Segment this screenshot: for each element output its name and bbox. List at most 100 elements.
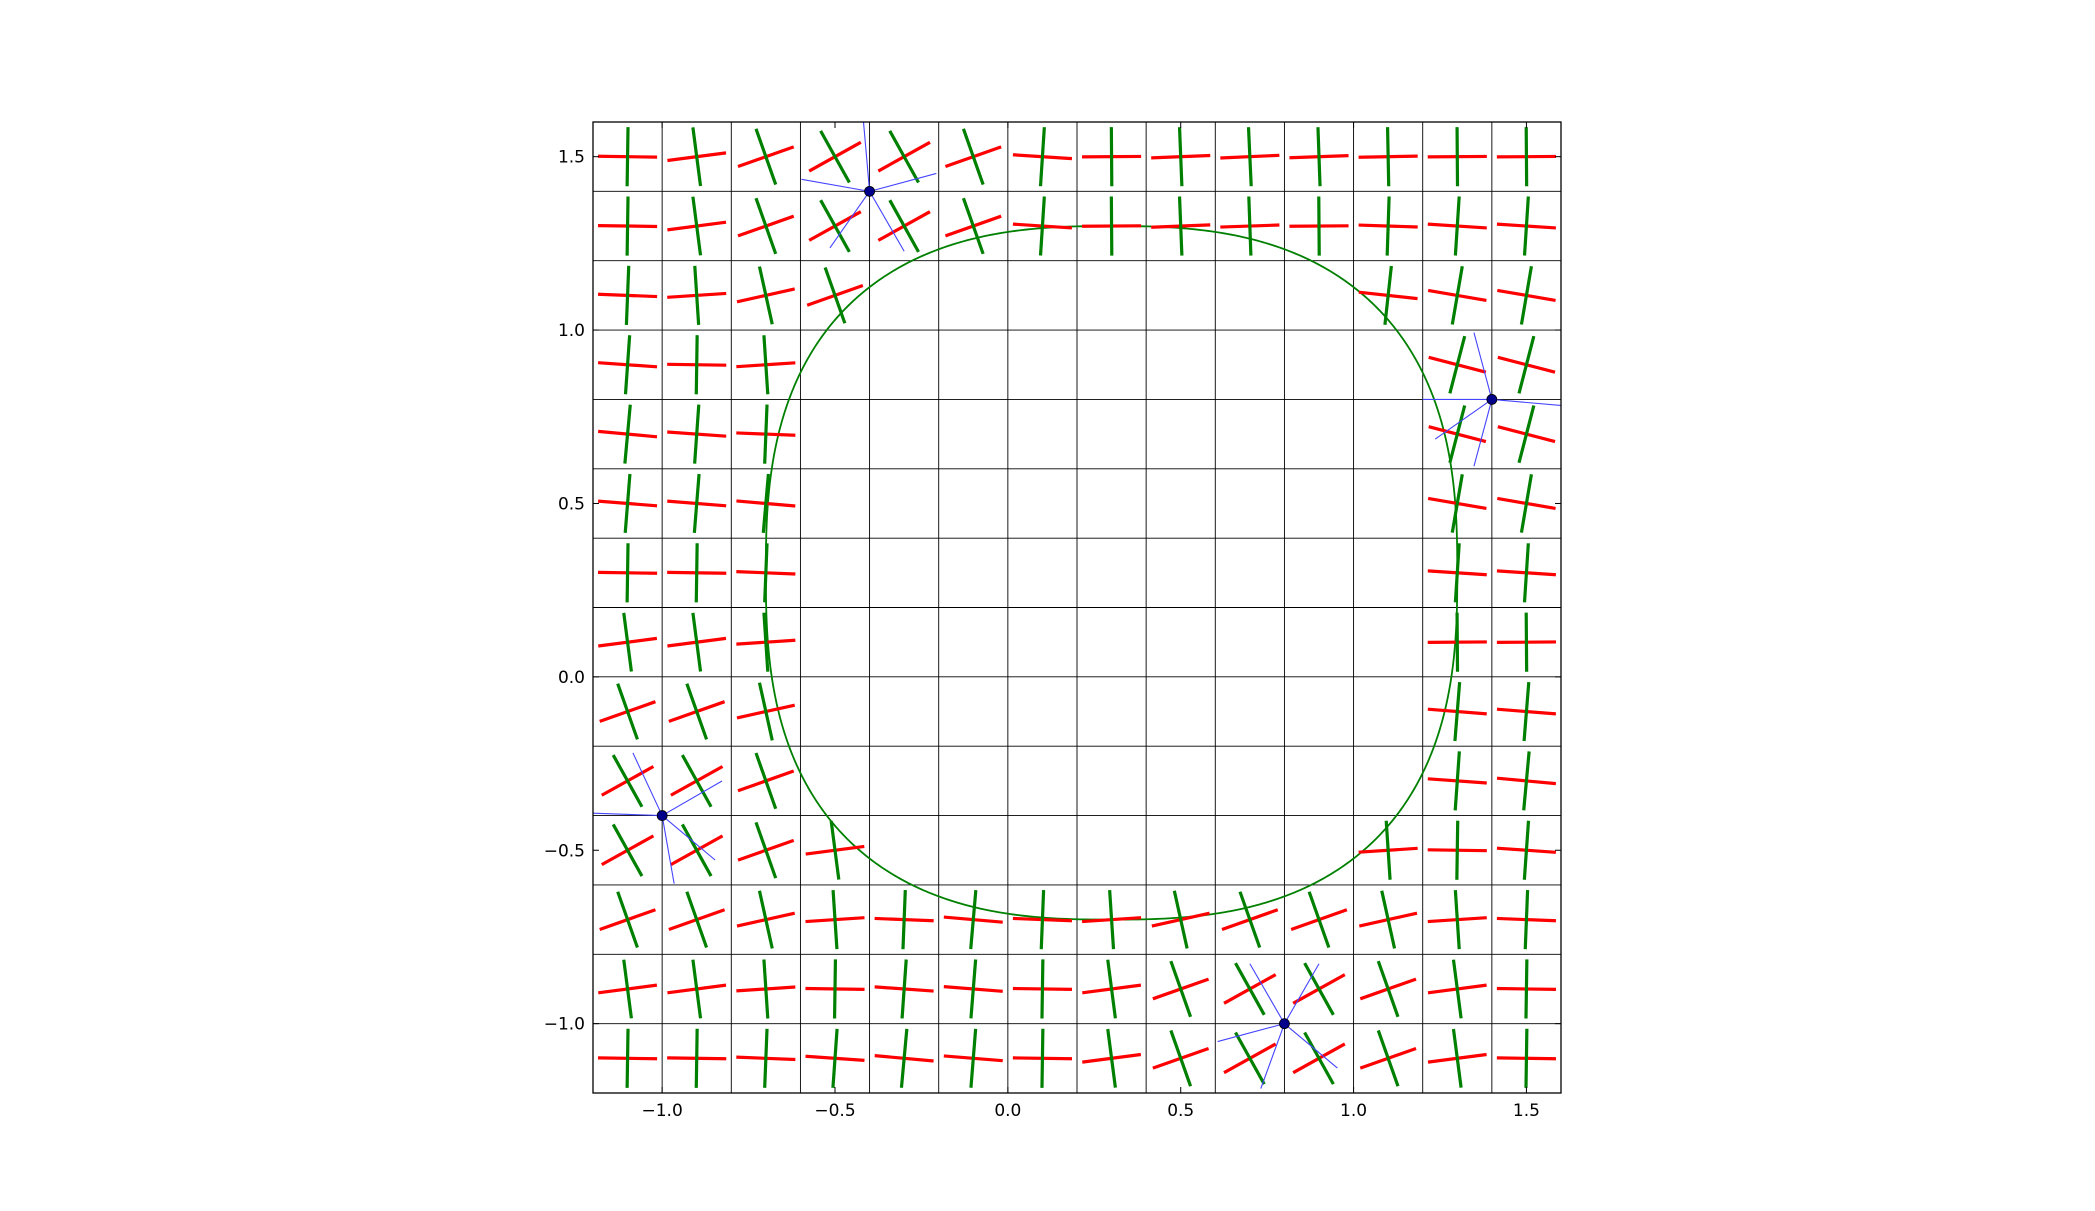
cross-mark (667, 960, 726, 1019)
cross-mark (667, 474, 726, 533)
cross-mark (1497, 197, 1556, 256)
cross-mark (667, 613, 726, 672)
cross-mark (1224, 1032, 1276, 1084)
cross-mark (1291, 892, 1347, 948)
cross-mark (944, 890, 1003, 949)
cross-mark (1359, 127, 1418, 186)
cross-arm-green (1524, 821, 1528, 880)
cross-mark (671, 824, 723, 876)
cross-mark (738, 198, 794, 254)
cross-arm-green (1309, 892, 1329, 948)
data-point (1487, 394, 1497, 404)
cross-arm-green (682, 755, 711, 807)
cross-mark (878, 131, 930, 183)
cross-mark (598, 127, 657, 186)
cross-arm-green (627, 196, 628, 255)
cross-mark (667, 1029, 726, 1088)
cross-arm-green (963, 129, 983, 185)
cross-mark (667, 197, 726, 256)
cross-mark (945, 198, 1001, 254)
y-tick-label: −1.0 (544, 1015, 585, 1035)
cross-mark (945, 129, 1001, 185)
spoke-line (662, 816, 674, 884)
cross-arm-green (1305, 1032, 1334, 1084)
cross-arm-green (833, 890, 837, 949)
cross-arm-green (963, 198, 983, 254)
cross-mark (598, 474, 657, 533)
cross-mark (1428, 613, 1487, 672)
cross-arm-green (682, 824, 711, 876)
cross-arm-green (890, 131, 919, 183)
cross-mark (738, 129, 794, 185)
cross-mark (671, 755, 723, 807)
cross-arm-green (1110, 890, 1114, 949)
cross-mark (667, 335, 726, 394)
cross-arm-green (1318, 127, 1320, 186)
cross-mark (1359, 196, 1418, 255)
cross-mark (807, 268, 863, 324)
cross-mark (1428, 960, 1487, 1019)
cross-arm-green (1455, 751, 1459, 810)
cross-mark (805, 959, 864, 1018)
cross-mark (1013, 959, 1072, 1018)
cross-arm-green (695, 266, 699, 325)
grid-lines (593, 122, 1561, 1093)
cross-mark (1082, 127, 1141, 186)
cross-arm-green (756, 822, 776, 878)
cross-mark (736, 543, 795, 602)
x-tick-label: 0.5 (1167, 1101, 1194, 1121)
cross-mark (1428, 751, 1487, 810)
cross-mark (736, 405, 795, 464)
cross-mark (1220, 196, 1279, 255)
cross-mark (1151, 197, 1210, 256)
cross-mark (598, 960, 657, 1019)
cross-mark (600, 892, 656, 948)
cross-mark (1153, 1030, 1209, 1086)
cross-arm-green (1525, 890, 1527, 949)
cross-arm-green (1455, 543, 1459, 602)
cross-mark (1497, 127, 1556, 186)
spoke-line (1474, 333, 1492, 400)
cross-mark (809, 131, 861, 183)
cross-mark (1428, 682, 1487, 741)
cross-arm-green (1041, 127, 1045, 186)
cross-arm-green (696, 1029, 697, 1088)
cross-mark (1428, 127, 1487, 186)
cross-mark (1428, 197, 1487, 256)
cross-mark (598, 335, 657, 394)
cross-mark (1497, 959, 1556, 1018)
cross-mark (1497, 890, 1556, 949)
cross-mark (598, 196, 657, 255)
data-point (1279, 1019, 1289, 1029)
cross-arm-green (1249, 127, 1252, 186)
cross-arm-green (1526, 959, 1527, 1018)
cross-mark (875, 1029, 934, 1088)
cross-arm-green (902, 959, 906, 1018)
spoke-line (662, 781, 722, 816)
cross-arm-green (764, 959, 768, 1018)
spoke-line (1284, 964, 1319, 1024)
cross-mark (1497, 543, 1556, 602)
cross-arm-green (687, 892, 707, 948)
spoke-line (870, 173, 937, 191)
y-tick-label: 1.0 (558, 321, 585, 341)
cross-mark (669, 684, 725, 740)
x-tick-label: −1.0 (642, 1101, 683, 1121)
cross-mark (1497, 682, 1556, 741)
cross-mark (1082, 196, 1141, 255)
cross-mark (598, 613, 657, 672)
y-tick-label: 0.0 (558, 668, 585, 688)
cross-arm-green (1249, 196, 1251, 255)
spoke-line (1250, 964, 1285, 1024)
cross-arm-green (613, 824, 642, 876)
cross-arm-green (1526, 1029, 1527, 1088)
cross-arm-green (1525, 543, 1529, 602)
cross-arm-green (835, 959, 836, 1018)
cross-arm-green (618, 684, 638, 740)
cross-arm-green (1042, 959, 1043, 1018)
cross-arm-green (1041, 197, 1045, 256)
cross-arm-green (696, 335, 697, 394)
cross-mark (1498, 405, 1555, 462)
cross-arm-green (627, 1029, 628, 1088)
x-tick-label: 1.0 (1340, 1101, 1367, 1121)
